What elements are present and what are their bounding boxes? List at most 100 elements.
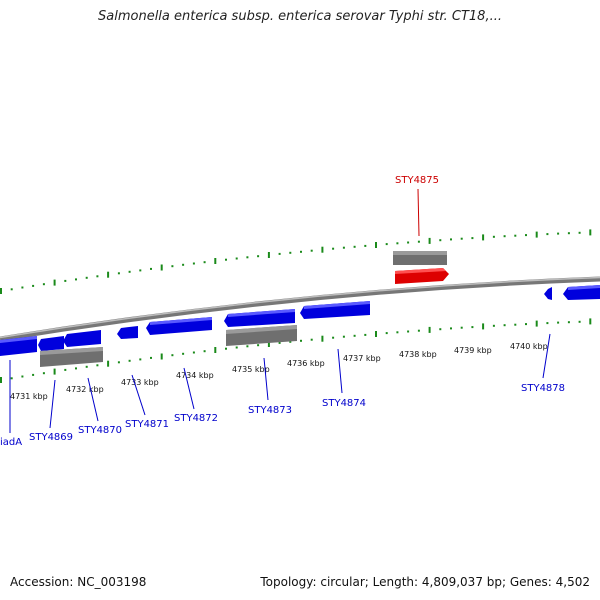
gene-label-STY4870[interactable]: STY4870 bbox=[78, 425, 122, 436]
upper-tick-mark bbox=[578, 231, 581, 234]
lower-tick-mark bbox=[64, 368, 67, 371]
upper-tick-mark bbox=[557, 232, 560, 235]
lower-tick-mark bbox=[257, 344, 260, 347]
leader-line bbox=[337, 348, 343, 394]
upper-tick-mark bbox=[407, 241, 410, 244]
lower-tick-mark bbox=[21, 375, 24, 378]
gene-arrow[interactable] bbox=[38, 336, 64, 351]
upper-tick-mark bbox=[353, 245, 356, 248]
upper-tick-mark bbox=[257, 255, 260, 258]
upper-tick-mark bbox=[428, 237, 431, 244]
lower-tick-mark bbox=[214, 347, 217, 353]
lower-tick-mark bbox=[150, 356, 152, 359]
lower-tick-mark bbox=[117, 361, 120, 364]
lower-tick-mark bbox=[160, 353, 163, 360]
upper-tick-mark bbox=[546, 233, 549, 236]
gene-leader-lines bbox=[9, 333, 551, 433]
lower-tick-mark bbox=[353, 334, 356, 337]
gene-box-pseudo-top bbox=[40, 347, 103, 355]
upper-tick-mark bbox=[75, 278, 77, 281]
accession-text: Accession: NC_003198 bbox=[10, 575, 147, 589]
lower-tick-mark bbox=[289, 340, 292, 343]
leader-line bbox=[87, 377, 99, 422]
upper-tick-mark bbox=[128, 270, 131, 273]
gene-shine bbox=[568, 285, 600, 290]
gene-label-STY4869[interactable]: STY4869 bbox=[29, 432, 73, 443]
lower-tick-mark bbox=[450, 327, 452, 330]
lower-tick-mark bbox=[546, 322, 549, 325]
gene-shine bbox=[228, 309, 295, 317]
leader-line bbox=[131, 374, 146, 416]
upper-tick-mark bbox=[42, 283, 45, 286]
tick-label: 4735 kbp bbox=[232, 365, 270, 374]
gene-label-STY4872[interactable]: STY4872 bbox=[174, 413, 218, 424]
leader-line bbox=[263, 357, 269, 401]
lower-tick-mark bbox=[342, 335, 345, 338]
leader-line-highlight bbox=[417, 188, 420, 237]
lower-tick-mark bbox=[492, 324, 495, 327]
gene-arrow[interactable] bbox=[117, 326, 138, 339]
upper-tick-mark bbox=[439, 239, 442, 242]
lower-tick-mark bbox=[53, 368, 56, 375]
upper-tick-mark bbox=[278, 252, 281, 255]
gene-label-iadA[interactable]: iadA bbox=[0, 437, 22, 448]
leader-line bbox=[542, 333, 551, 379]
map-title: Salmonella enterica subsp. enterica sero… bbox=[98, 9, 502, 24]
gene-box-pseudo-top bbox=[226, 325, 297, 334]
genome-backbone-highlight bbox=[0, 276, 600, 339]
upper-tick-mark bbox=[53, 279, 56, 286]
leader-line bbox=[49, 379, 56, 429]
tick-label: 4738 kbp bbox=[399, 350, 437, 359]
lower-tick-mark bbox=[557, 321, 560, 324]
upper-tick-mark bbox=[364, 244, 367, 247]
lower-tick-mark bbox=[364, 333, 367, 336]
upper-tick-mark bbox=[246, 256, 249, 259]
upper-tick-mark bbox=[492, 235, 495, 238]
lower-tick-track bbox=[0, 318, 592, 383]
gene-label-STY4878[interactable]: STY4878 bbox=[521, 383, 565, 394]
lower-tick-mark bbox=[428, 326, 431, 333]
upper-tick-mark bbox=[321, 246, 324, 253]
lower-tick-mark bbox=[407, 330, 410, 333]
lower-tick-mark bbox=[396, 331, 399, 334]
tick-label: 4740 kbp bbox=[510, 342, 548, 351]
tick-label: 4733 kbp bbox=[121, 378, 159, 387]
upper-tick-mark bbox=[139, 269, 142, 272]
upper-tick-mark bbox=[96, 275, 99, 278]
lower-tick-mark bbox=[385, 332, 388, 335]
upper-tick-mark bbox=[267, 252, 270, 258]
lower-tick-mark bbox=[332, 336, 335, 339]
lower-tick-mark bbox=[128, 359, 131, 362]
lower-tick-mark bbox=[375, 331, 377, 337]
upper-tick-mark bbox=[300, 250, 302, 253]
upper-tick-mark bbox=[385, 243, 388, 246]
upper-tick-mark bbox=[235, 257, 238, 260]
upper-tick-mark bbox=[64, 279, 67, 282]
upper-tick-mark bbox=[310, 249, 313, 252]
leader-line bbox=[183, 367, 195, 410]
upper-tick-mark bbox=[289, 251, 292, 254]
lower-tick-mark bbox=[10, 377, 13, 380]
gene-label-STY4875[interactable]: STY4875 bbox=[395, 175, 439, 186]
gene-arrow[interactable] bbox=[544, 287, 552, 300]
lower-tick-mark bbox=[75, 367, 77, 370]
lower-tick-mark bbox=[203, 350, 206, 353]
gene-label-STY4873[interactable]: STY4873 bbox=[248, 405, 292, 416]
upper-tick-mark bbox=[342, 246, 345, 249]
lower-tick-mark bbox=[42, 372, 45, 375]
lower-tick-mark bbox=[0, 377, 2, 383]
upper-tick-mark bbox=[332, 247, 335, 250]
gene-label-STY4871[interactable]: STY4871 bbox=[125, 419, 169, 430]
lower-tick-mark bbox=[235, 346, 238, 349]
gene-shine bbox=[0, 336, 37, 343]
gene-label-STY4874[interactable]: STY4874 bbox=[322, 398, 366, 409]
lower-tick-mark bbox=[278, 341, 281, 344]
gene-arrow[interactable] bbox=[63, 330, 101, 347]
upper-tick-mark bbox=[514, 234, 517, 237]
upper-tick-mark bbox=[396, 242, 399, 245]
upper-tick-mark bbox=[535, 231, 538, 238]
upper-tick-mark bbox=[182, 263, 185, 266]
lower-tick-mark bbox=[578, 320, 581, 323]
upper-tick-mark bbox=[171, 265, 174, 268]
